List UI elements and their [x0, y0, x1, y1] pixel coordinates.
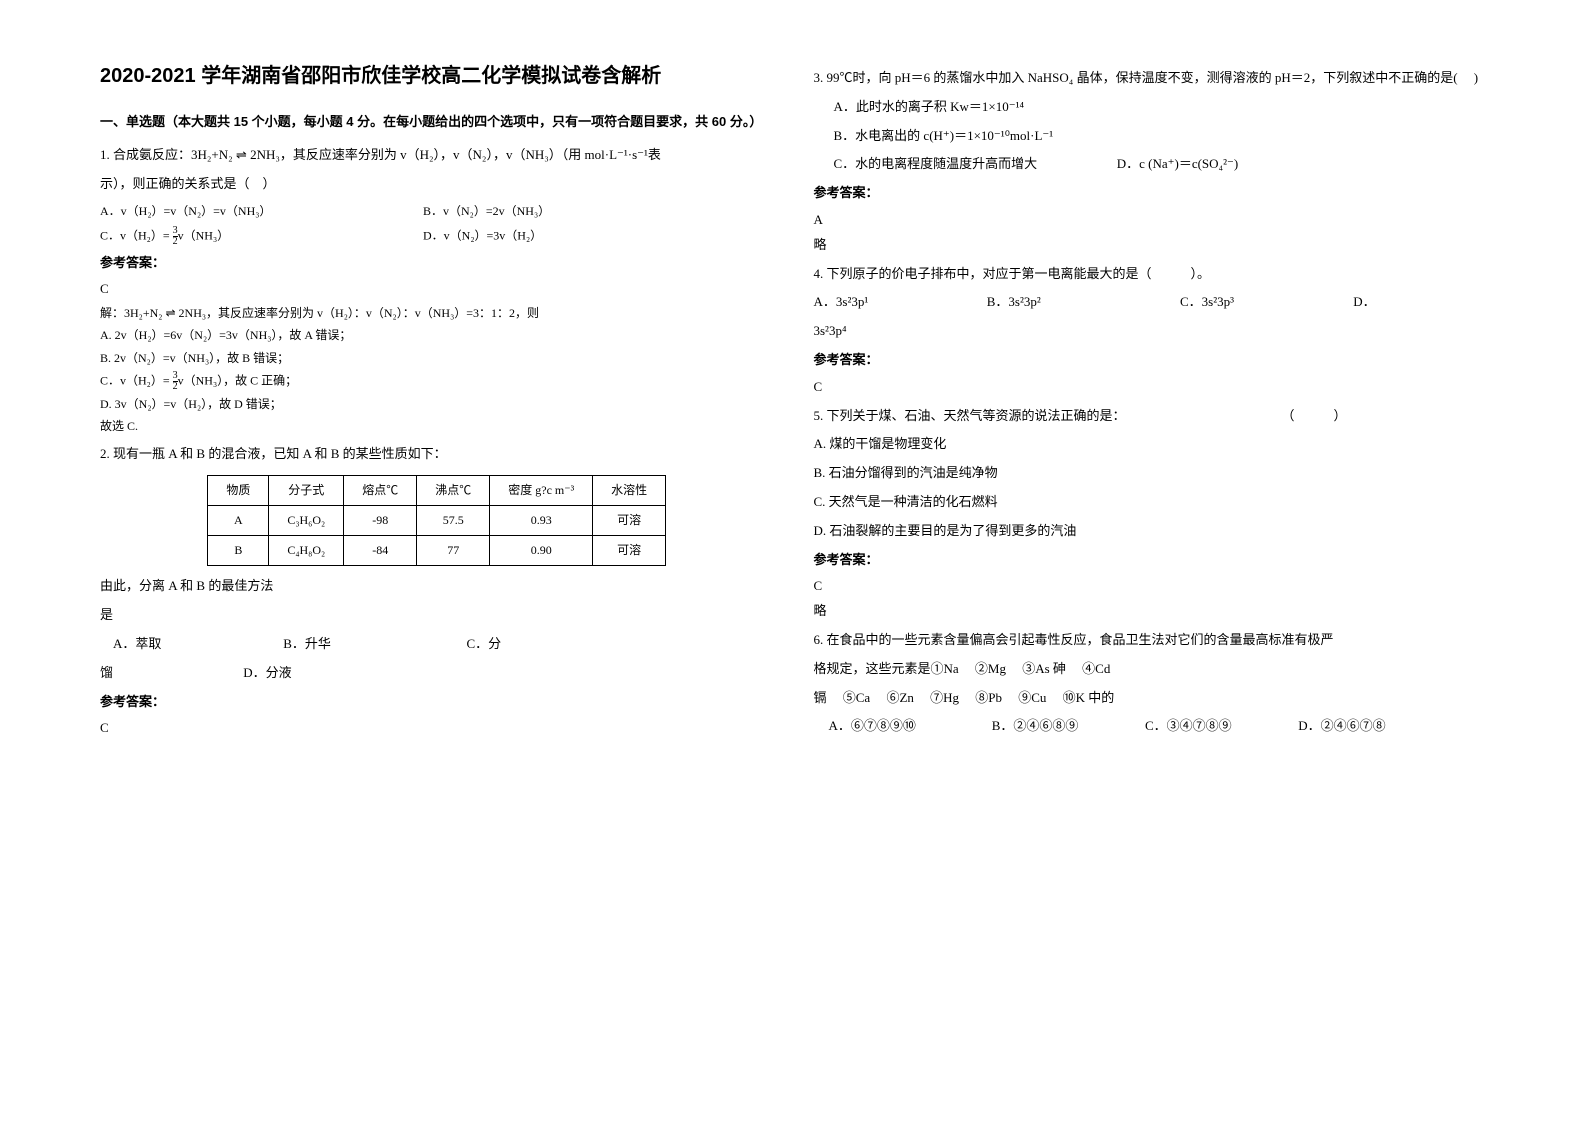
- q3-sol: 略: [814, 235, 1488, 256]
- q4-opt-b: B．3s²3p²: [987, 292, 1177, 313]
- table-row: A C₃H₆O₂ -98 57.5 0.93 可溶: [208, 506, 666, 536]
- q1-sol4: D. 3v（N₂）=v（H₂），故 D 错误；: [100, 395, 774, 414]
- cell: 可溶: [593, 536, 666, 566]
- q3-opt-b: B．水电离出的 c(H⁺)＝1×10⁻¹⁰mol·L⁻¹: [814, 126, 1488, 147]
- q2-line2b: D．分液: [243, 665, 291, 680]
- q5-opt-b: B. 石油分馏得到的汽油是纯净物: [814, 463, 1488, 484]
- q3-opt-cd: C．水的电离程度随温度升高而增大 D．c (Na⁺)＝c(SO₄²⁻): [814, 154, 1488, 175]
- q5-stem: 5. 下列关于煤、石油、天然气等资源的说法正确的是： （ ）: [814, 406, 1488, 427]
- q1-sol0: 解：3H₂+N₂ ⇌ 2NH₃，其反应速率分别为 v（H₂）：v（N₂）：v（N…: [100, 304, 774, 323]
- q4-answer: C: [814, 377, 1488, 398]
- cell: A: [208, 506, 269, 536]
- q4-opt-a: A．3s²3p¹: [814, 292, 984, 313]
- q1-opt-b: B．v（N₂）=2v（NH₃）: [423, 204, 550, 218]
- q5-answer: C: [814, 576, 1488, 597]
- q5-answer-label: 参考答案：: [814, 550, 1488, 571]
- cell: -84: [344, 536, 417, 566]
- q3-answer: A: [814, 210, 1488, 231]
- q2-opt-b: B．升华: [283, 634, 463, 655]
- cell: 57.5: [417, 506, 490, 536]
- q6-opt-b: B．②④⑥⑧⑨: [992, 716, 1142, 737]
- q1-options-row2: C．v（H₂）= 32v（NH₃） D．v（N₂）=3v（H₂）: [100, 226, 774, 247]
- q1-answer: C: [100, 279, 774, 300]
- q2-answer: C: [100, 718, 774, 739]
- cell: -98: [344, 506, 417, 536]
- q2-stem: 2. 现有一瓶 A 和 B 的混合液，已知 A 和 B 的某些性质如下：: [100, 444, 774, 465]
- cell: 可溶: [593, 506, 666, 536]
- q6-stem1: 6. 在食品中的一些元素含量偏高会引起毒性反应，食品卫生法对它们的含量最高标准有…: [814, 630, 1488, 651]
- q3-opt-c: C．水的电离程度随温度升高而增大: [834, 154, 1114, 175]
- q1-sol1: A. 2v（H₂）=6v（N₂）=3v（NH₃），故 A 错误；: [100, 326, 774, 345]
- q2-opt-a: A．萃取: [100, 634, 280, 655]
- table-row: B C₄H₈O₂ -84 77 0.90 可溶: [208, 536, 666, 566]
- q6-opt-c: C．③④⑦⑧⑨: [1145, 716, 1295, 737]
- q4-opt-d: D．: [1353, 294, 1375, 309]
- q6-opt-a: A．⑥⑦⑧⑨⑩: [829, 716, 989, 737]
- table-header-row: 物质 分子式 熔点℃ 沸点℃ 密度 g?c m⁻³ 水溶性: [208, 475, 666, 505]
- right-column: 3. 99℃时，向 pH＝6 的蒸馏水中加入 NaHSO₄ 晶体，保持温度不变，…: [794, 60, 1508, 1062]
- q2-options-row1: A．萃取 B．升华 C．分: [100, 634, 774, 655]
- q5-sol: 略: [814, 601, 1488, 622]
- q1-sol3-post: v（NH₃），故 C 正确；: [178, 373, 298, 387]
- q6-stem3: 镉 ⑤Ca ⑥Zn ⑦Hg ⑧Pb ⑨Cu ⑩K 中的: [814, 688, 1488, 709]
- q3-answer-label: 参考答案：: [814, 183, 1488, 204]
- q1-sol3-pre: C．v（H₂）=: [100, 373, 173, 387]
- q2-table: 物质 分子式 熔点℃ 沸点℃ 密度 g?c m⁻³ 水溶性 A C₃H₆O₂ -…: [207, 475, 666, 567]
- q5-opt-c: C. 天然气是一种清洁的化石燃料: [814, 492, 1488, 513]
- cell: B: [208, 536, 269, 566]
- cell: C₄H₈O₂: [269, 536, 344, 566]
- q4-options: A．3s²3p¹ B．3s²3p² C．3s²3p³ D．: [814, 292, 1488, 313]
- q1-sol3: C．v（H₂）= 32v（NH₃），故 C 正确；: [100, 371, 774, 392]
- q1-opt-d: D．v（N₂）=3v（H₂）: [423, 228, 542, 242]
- q1-sol5: 故选 C.: [100, 417, 774, 436]
- cell: C₃H₆O₂: [269, 506, 344, 536]
- q5-opt-a: A. 煤的干馏是物理变化: [814, 434, 1488, 455]
- th-3: 沸点℃: [417, 475, 490, 505]
- q4-opt-c: C．3s²3p³: [1180, 292, 1350, 313]
- q2-line2a: 馏: [100, 663, 240, 684]
- q2-opt-c: C．分: [467, 636, 502, 651]
- q2-options-row2: 馏 D．分液: [100, 663, 774, 684]
- th-0: 物质: [208, 475, 269, 505]
- q4-stem: 4. 下列原子的价电子排布中，对应于第一电离能最大的是（ ）。: [814, 264, 1488, 285]
- cell: 0.93: [490, 506, 593, 536]
- th-4: 密度 g?c m⁻³: [490, 475, 593, 505]
- q1-opt-c-post: v（NH₃）: [178, 228, 230, 242]
- q1-answer-label: 参考答案：: [100, 253, 774, 274]
- q2-stem2a: 由此，分离 A 和 B 的最佳方法: [100, 576, 774, 597]
- q1-opt-a: A．v（H₂）=v（N₂）=v（NH₃）: [100, 202, 420, 221]
- q1-options-row1: A．v（H₂）=v（N₂）=v（NH₃） B．v（N₂）=2v（NH₃）: [100, 202, 774, 221]
- q4-opt-d2: 3s²3p⁴: [814, 321, 1488, 342]
- q1-sol2: B. 2v（N₂）=v（NH₃），故 B 错误；: [100, 349, 774, 368]
- q1-stem-line1: 1. 合成氨反应：3H₂+N₂ ⇌ 2NH₃，其反应速率分别为 v（H₂），v（…: [100, 145, 774, 166]
- q3-opt-a: A．此时水的离子积 Kw＝1×10⁻¹⁴: [814, 97, 1488, 118]
- q6-stem2: 格规定，这些元素是①Na ②Mg ③As 砷 ④Cd: [814, 659, 1488, 680]
- left-column: 2020-2021 学年湖南省邵阳市欣佳学校高二化学模拟试卷含解析 一、单选题（…: [80, 60, 794, 1062]
- q6-opt-d: D．②④⑥⑦⑧: [1298, 718, 1385, 733]
- q3-stem: 3. 99℃时，向 pH＝6 的蒸馏水中加入 NaHSO₄ 晶体，保持温度不变，…: [814, 68, 1488, 89]
- q1-opt-c-pre: C．v（H₂）=: [100, 228, 173, 242]
- cell: 0.90: [490, 536, 593, 566]
- q2-stem2b: 是: [100, 605, 774, 626]
- q3-opt-d: D．c (Na⁺)＝c(SO₄²⁻): [1117, 156, 1238, 171]
- th-1: 分子式: [269, 475, 344, 505]
- section-1-title: 一、单选题（本大题共 15 个小题，每小题 4 分。在每小题给出的四个选项中，只…: [100, 112, 774, 133]
- q1-stem-line2: 示），则正确的关系式是（ ）: [100, 174, 774, 195]
- q1-opt-c: C．v（H₂）= 32v（NH₃）: [100, 226, 420, 247]
- q5-opt-d: D. 石油裂解的主要目的是为了得到更多的汽油: [814, 521, 1488, 542]
- q4-answer-label: 参考答案：: [814, 350, 1488, 371]
- main-title: 2020-2021 学年湖南省邵阳市欣佳学校高二化学模拟试卷含解析: [100, 60, 774, 92]
- q2-answer-label: 参考答案：: [100, 692, 774, 713]
- th-2: 熔点℃: [344, 475, 417, 505]
- cell: 77: [417, 536, 490, 566]
- q6-options: A．⑥⑦⑧⑨⑩ B．②④⑥⑧⑨ C．③④⑦⑧⑨ D．②④⑥⑦⑧: [814, 716, 1488, 737]
- th-5: 水溶性: [593, 475, 666, 505]
